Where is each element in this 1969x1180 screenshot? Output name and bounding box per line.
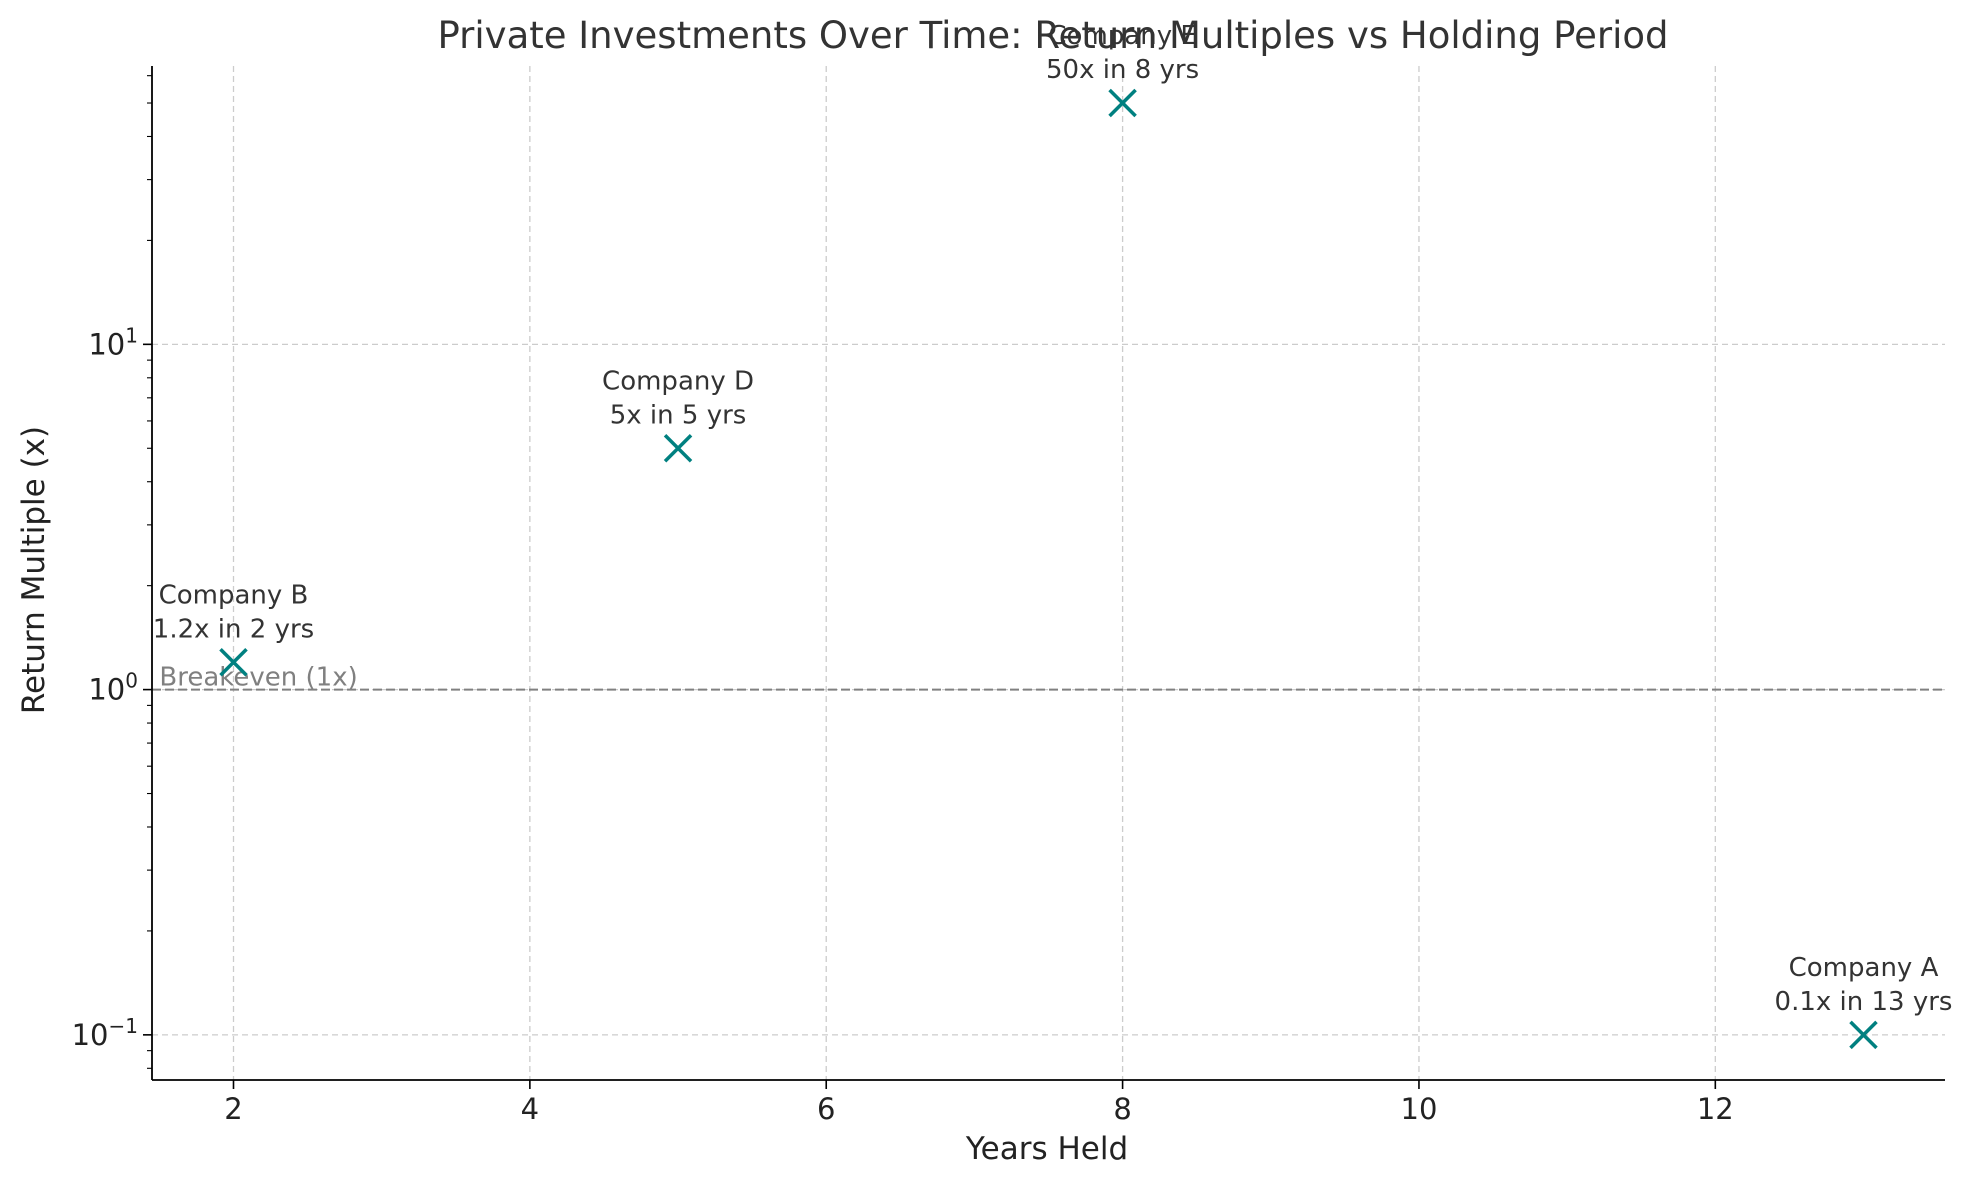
point-marker-stroke [219,648,248,677]
x-tick-label: 6 [817,1092,835,1126]
chart-title: Private Investments Over Time: Return Mu… [438,14,1669,57]
axes: 2 4 6 8 10 12 10−1 100 101 [72,66,1945,1126]
x-tick-label: 4 [521,1092,539,1126]
point-marker-stroke [663,434,693,463]
x-axis-label: Years Held [965,1131,1128,1167]
y-tick-label: 10−1 [72,1014,138,1052]
data-point [1849,1020,1878,1050]
breakeven-label: Breakeven (1x) [159,663,357,693]
point-detail: 50x in 8 yrs [1046,55,1199,85]
data-point [1108,88,1137,118]
x-tick-label: 12 [1697,1092,1734,1126]
y-tick-label: 100 [88,669,138,707]
data-point [219,648,248,677]
point-detail: 0.1x in 13 yrs [1775,987,1953,1017]
reference-line-group: Breakeven (1x) [152,663,1945,693]
point-marker-stroke [1849,1020,1878,1050]
y-axis-label: Return Multiple (x) [16,426,52,714]
point-detail: 1.2x in 2 yrs [153,614,314,644]
point-label: Company B [159,580,309,610]
point-detail: 5x in 5 yrs [610,400,747,430]
x-tick-label: 2 [224,1092,242,1126]
data-point [663,434,693,463]
x-tick-label: 10 [1401,1092,1438,1126]
point-label: Company A [1789,953,1939,983]
point-label: Company D [602,366,754,396]
point-annotations: Company B 1.2x in 2 yrs Company D 5x in 5 y… [153,21,1953,1017]
grid [152,66,1945,1080]
y-tick-label: 101 [88,323,138,361]
point-marker-stroke [1108,88,1137,118]
x-tick-label: 8 [1113,1092,1131,1126]
point-label: Company E [1048,21,1196,51]
data-points [219,88,1878,1050]
